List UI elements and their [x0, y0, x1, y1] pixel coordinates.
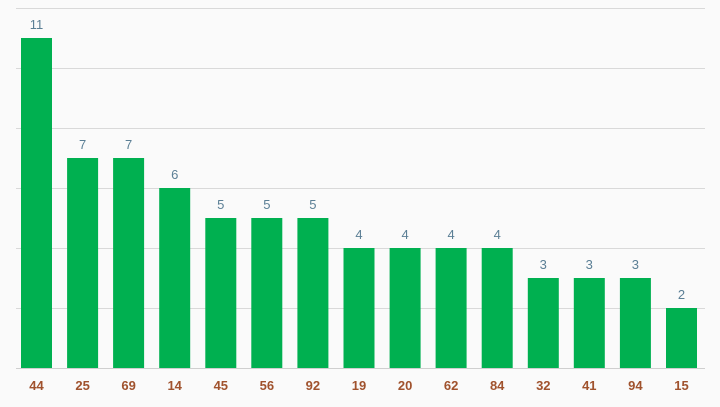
bar-14[interactable]	[159, 188, 191, 368]
x-tick-label-25: 25	[75, 378, 89, 393]
data-label-32: 3	[540, 257, 547, 272]
bar-41[interactable]	[573, 278, 605, 368]
data-label-25: 7	[79, 137, 86, 152]
data-label-15: 2	[678, 287, 685, 302]
bar-62[interactable]	[435, 248, 467, 368]
data-label-45: 5	[217, 197, 224, 212]
x-tick-label-94: 94	[628, 378, 643, 393]
data-label-44: 11	[30, 17, 44, 32]
bar-84[interactable]	[481, 248, 513, 368]
data-label-20: 4	[401, 227, 408, 242]
x-tick-label-45: 45	[214, 378, 228, 393]
x-tick-label-56: 56	[260, 378, 274, 393]
bar-20[interactable]	[389, 248, 421, 368]
x-tick-label-20: 20	[398, 378, 412, 393]
bar-layer	[21, 38, 697, 368]
x-tick-label-32: 32	[536, 378, 550, 393]
x-tick-label-14: 14	[167, 378, 182, 393]
bar-69[interactable]	[113, 158, 145, 368]
data-label-94: 3	[632, 257, 639, 272]
bar-94[interactable]	[619, 278, 651, 368]
data-label-14: 6	[171, 167, 178, 182]
bar-92[interactable]	[297, 218, 329, 368]
x-tick-label-69: 69	[121, 378, 135, 393]
data-label-41: 3	[586, 257, 593, 272]
bar-32[interactable]	[527, 278, 559, 368]
data-label-69: 7	[125, 137, 132, 152]
x-tick-label-19: 19	[352, 378, 366, 393]
data-label-56: 5	[263, 197, 270, 212]
x-tick-label-44: 44	[29, 378, 44, 393]
data-label-62: 4	[447, 227, 454, 242]
bar-44[interactable]	[21, 38, 52, 368]
bar-19[interactable]	[343, 248, 375, 368]
category-label-layer: 44 25 69 14 45 56 92 19 20 62 84 32 41 94 15	[29, 378, 688, 393]
bar-15[interactable]	[666, 308, 697, 368]
data-label-84: 4	[494, 227, 501, 242]
x-tick-label-84: 84	[490, 378, 505, 393]
x-tick-label-15: 15	[674, 378, 688, 393]
bar-56[interactable]	[251, 218, 283, 368]
x-tick-label-92: 92	[306, 378, 320, 393]
data-label-92: 5	[309, 197, 316, 212]
bar-25[interactable]	[67, 158, 99, 368]
x-tick-label-62: 62	[444, 378, 458, 393]
x-tick-label-41: 41	[582, 378, 596, 393]
value-label-layer: 11 7 7 6 5 5 5 4 4 4 4 3 3 3 2	[30, 17, 685, 302]
bar-45[interactable]	[205, 218, 237, 368]
data-label-19: 4	[355, 227, 362, 242]
